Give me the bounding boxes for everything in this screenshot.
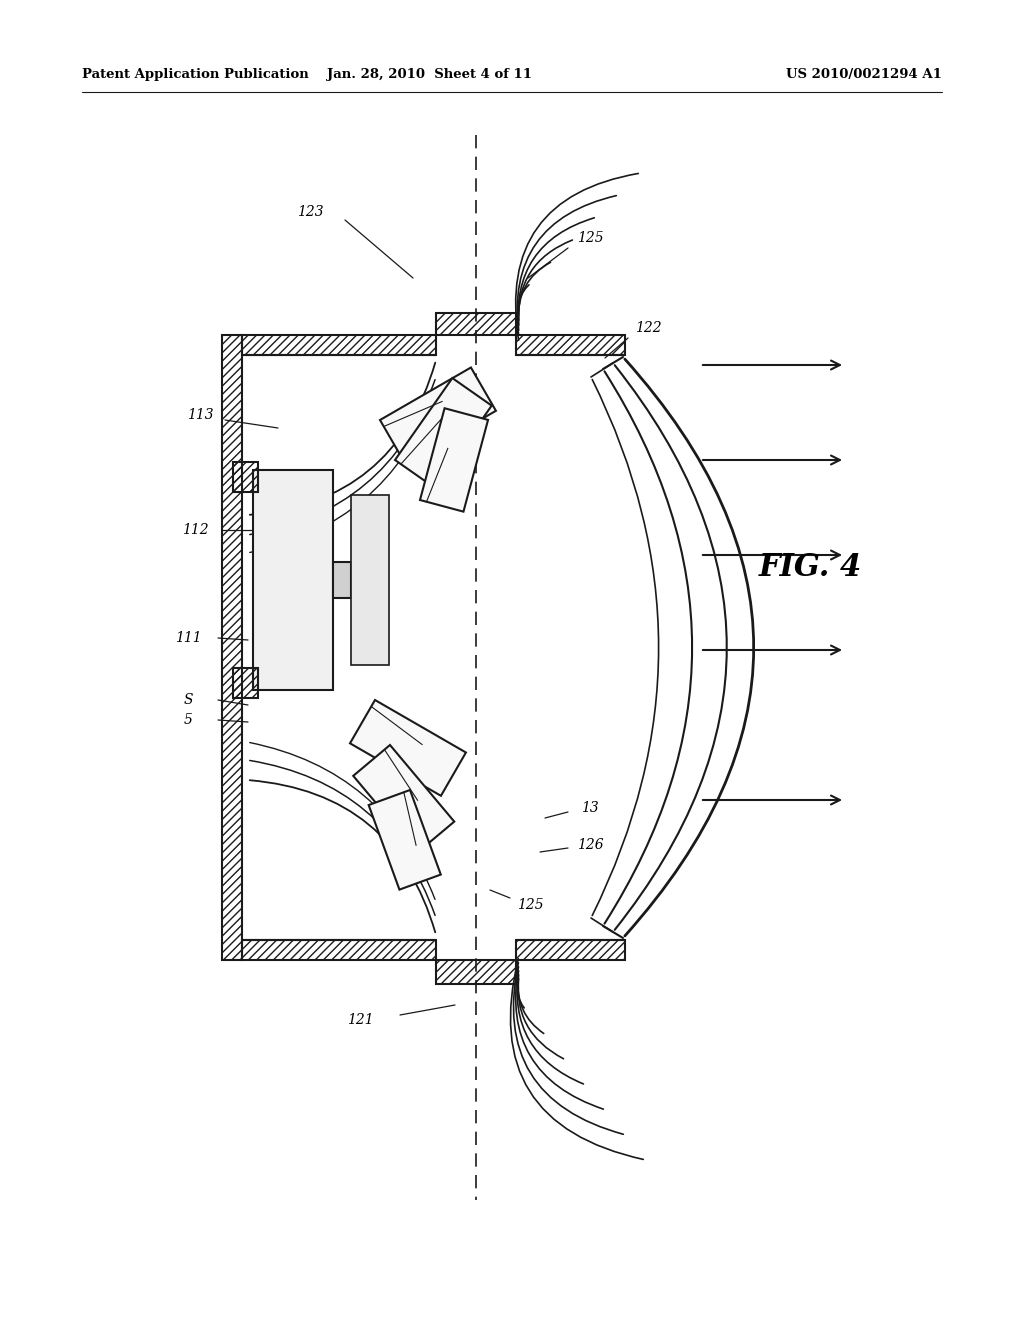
- Bar: [436, 313, 516, 335]
- FancyArrowPatch shape: [518, 240, 572, 325]
- Bar: [253, 470, 333, 690]
- Bar: [516, 940, 625, 960]
- Text: 5: 5: [183, 713, 193, 727]
- FancyArrowPatch shape: [614, 366, 727, 929]
- Bar: [516, 335, 625, 355]
- FancyArrowPatch shape: [516, 173, 638, 341]
- Polygon shape: [380, 367, 496, 463]
- Text: FIG. 4: FIG. 4: [759, 553, 861, 583]
- Bar: [333, 562, 351, 598]
- FancyArrowPatch shape: [518, 978, 544, 1034]
- Text: Jan. 28, 2010  Sheet 4 of 11: Jan. 28, 2010 Sheet 4 of 11: [328, 69, 532, 81]
- Text: 113: 113: [186, 408, 213, 422]
- Text: 123: 123: [297, 205, 324, 219]
- Text: 121: 121: [347, 1012, 374, 1027]
- Bar: [242, 335, 436, 355]
- Bar: [233, 668, 258, 698]
- FancyArrowPatch shape: [510, 958, 643, 1159]
- FancyArrowPatch shape: [604, 371, 692, 924]
- FancyArrowPatch shape: [250, 380, 435, 535]
- Bar: [222, 335, 242, 960]
- FancyArrowPatch shape: [625, 359, 754, 936]
- Text: S: S: [183, 693, 193, 708]
- FancyArrowPatch shape: [250, 363, 435, 515]
- FancyArrowPatch shape: [250, 760, 435, 915]
- FancyArrowPatch shape: [518, 285, 529, 315]
- Bar: [351, 495, 389, 665]
- Bar: [233, 668, 258, 698]
- Bar: [233, 462, 258, 492]
- FancyArrowPatch shape: [513, 962, 624, 1134]
- Text: 111: 111: [175, 631, 202, 645]
- FancyArrowPatch shape: [518, 218, 594, 330]
- Text: US 2010/0021294 A1: US 2010/0021294 A1: [786, 69, 942, 81]
- Bar: [242, 940, 436, 960]
- FancyArrowPatch shape: [518, 974, 563, 1059]
- Text: 126: 126: [577, 838, 603, 851]
- Bar: [436, 960, 516, 983]
- Bar: [242, 335, 436, 355]
- FancyArrowPatch shape: [517, 970, 584, 1084]
- Text: Patent Application Publication: Patent Application Publication: [82, 69, 309, 81]
- FancyArrowPatch shape: [517, 982, 524, 1008]
- Bar: [436, 960, 516, 983]
- Bar: [436, 313, 516, 335]
- Text: 122: 122: [635, 321, 662, 335]
- FancyArrowPatch shape: [250, 396, 435, 553]
- FancyArrowPatch shape: [517, 195, 616, 335]
- Text: 125: 125: [517, 898, 544, 912]
- Text: 112: 112: [181, 523, 208, 537]
- Bar: [233, 462, 258, 492]
- Polygon shape: [350, 700, 466, 796]
- Bar: [242, 940, 436, 960]
- Text: 13: 13: [582, 801, 599, 814]
- Polygon shape: [395, 378, 492, 487]
- Polygon shape: [353, 744, 455, 853]
- Text: 125: 125: [577, 231, 603, 246]
- FancyArrowPatch shape: [250, 780, 435, 932]
- Bar: [516, 335, 625, 355]
- Polygon shape: [369, 789, 440, 890]
- FancyArrowPatch shape: [518, 263, 551, 321]
- FancyArrowPatch shape: [592, 379, 658, 916]
- Bar: [516, 940, 625, 960]
- Polygon shape: [420, 408, 488, 512]
- FancyArrowPatch shape: [516, 966, 603, 1109]
- Bar: [222, 335, 242, 960]
- FancyArrowPatch shape: [250, 743, 435, 899]
